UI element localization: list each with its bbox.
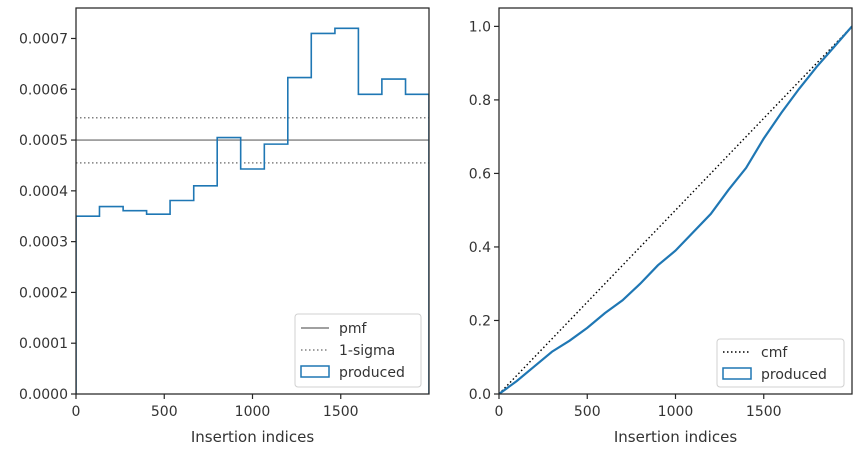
legend-swatch-produced bbox=[722, 367, 752, 380]
y-tick-label: 0.6 bbox=[469, 166, 491, 182]
left-chart: 0 500 1000 1500 0.0000 0.0001 0.0002 0.0003 0.00… bbox=[19, 7, 430, 446]
legend: pmf 1-sigma produced bbox=[294, 313, 422, 388]
x-tick-label: 1500 bbox=[323, 404, 359, 420]
legend-box bbox=[294, 313, 422, 388]
legend-box bbox=[716, 338, 845, 388]
y-tick-label: 0.8 bbox=[469, 93, 491, 109]
legend: cmf produced bbox=[716, 338, 845, 388]
y-tick-label: 0.0006 bbox=[19, 82, 68, 98]
y-tick-label: 0.0000 bbox=[19, 387, 68, 403]
legend-label-produced: produced bbox=[761, 367, 827, 383]
x-tick-label: 0 bbox=[72, 404, 81, 420]
x-axis-label: Insertion indices bbox=[614, 428, 737, 446]
y-tick-label: 0.0 bbox=[469, 387, 491, 403]
x-tick-label: 500 bbox=[151, 404, 178, 420]
plot-area bbox=[76, 27, 429, 394]
plot-area bbox=[499, 25, 852, 394]
x-axis-label: Insertion indices bbox=[191, 428, 314, 446]
legend-label-1-sigma: 1-sigma bbox=[339, 343, 395, 359]
legend-label-pmf: pmf bbox=[339, 321, 368, 337]
x-tick-label: 500 bbox=[574, 404, 601, 420]
legend-swatch-produced bbox=[300, 365, 330, 378]
produced-series-line bbox=[499, 25, 852, 394]
legend-label-produced: produced bbox=[339, 365, 405, 381]
y-tick-label: 0.0003 bbox=[19, 235, 68, 251]
produced-step-series bbox=[76, 27, 429, 394]
y-tick-label: 0.0005 bbox=[19, 133, 68, 149]
x-tick-label: 1000 bbox=[658, 404, 694, 420]
axes-frame bbox=[498, 7, 853, 395]
right-chart: 0 500 1000 1500 0.0 0.2 0.4 0.6 0.8 1.0 Insertion … bbox=[469, 7, 853, 446]
y-tick-label: 0.0004 bbox=[19, 184, 68, 200]
x-tick-label: 1000 bbox=[235, 404, 271, 420]
x-tick-label: 1500 bbox=[746, 404, 782, 420]
y-tick-label: 0.4 bbox=[469, 240, 491, 256]
cmf-series-line bbox=[499, 25, 852, 394]
y-tick-label: 1.0 bbox=[469, 19, 491, 35]
y-tick-label: 0.0007 bbox=[19, 31, 68, 47]
legend-label-cmf: cmf bbox=[761, 345, 788, 361]
x-tick-label: 0 bbox=[495, 404, 504, 420]
y-tick-label: 0.0001 bbox=[19, 336, 68, 352]
y-tick-label: 0.2 bbox=[469, 313, 491, 329]
y-tick-label: 0.0002 bbox=[19, 285, 68, 301]
